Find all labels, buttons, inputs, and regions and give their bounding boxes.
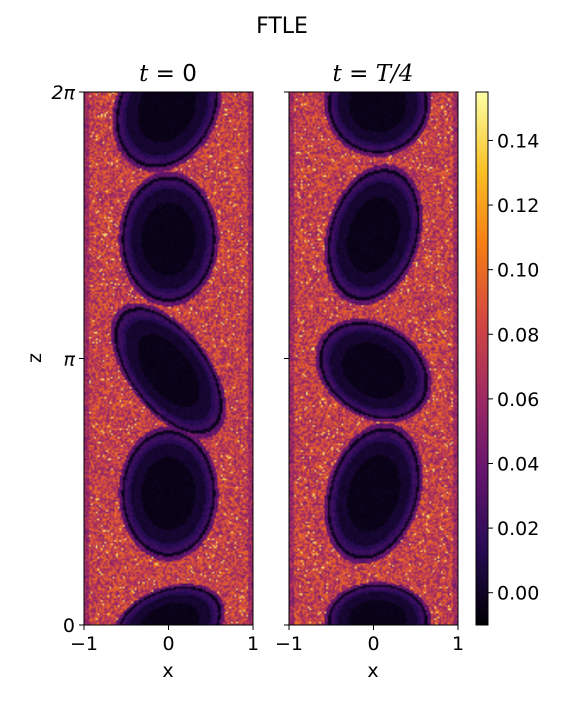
panel-t0-x-ticks: −1 0 1: [70, 625, 259, 655]
panel-tT4-title: t = T/4: [333, 61, 414, 87]
panel-tT4-title-eq: =: [342, 61, 376, 87]
panel-tT4-heatmap: [289, 92, 458, 625]
panel-tT4-xlabel: x: [367, 660, 378, 682]
x-tick-label: 1: [247, 633, 259, 655]
panel-t0-ylabel: z: [24, 353, 46, 363]
panel-t0-title-val: 0: [182, 61, 197, 87]
colorbar-tick-label: 0.00: [497, 583, 539, 605]
figure-title: FTLE: [256, 14, 308, 39]
panel-t0-y-ticks: 0 π 2π: [51, 82, 84, 637]
x-tick-label: 0: [367, 633, 379, 655]
panel-t0-title-eq: =: [148, 61, 182, 87]
panel-t0-xlabel: x: [162, 660, 173, 682]
colorbar-tick-label: 0.12: [497, 195, 539, 217]
panel-tT4: t = T/4 −1 0 1 x: [275, 61, 464, 682]
colorbar-ticks: 0.00 0.02 0.04 0.06 0.08 0.10 0.12 0.14: [488, 130, 539, 605]
panel-t0-heatmap: [84, 92, 253, 625]
x-tick-label: 0: [162, 633, 174, 655]
panel-t0-title-var: t: [139, 61, 149, 87]
y-tick-label: 2π: [51, 82, 75, 104]
y-tick-label: 0: [63, 615, 75, 637]
panel-tT4-title-var: t: [333, 61, 343, 87]
x-tick-label: −1: [70, 633, 98, 655]
colorbar-gradient: [476, 92, 488, 625]
colorbar: 0.00 0.02 0.04 0.06 0.08 0.10 0.12 0.14: [475, 91, 539, 626]
x-tick-label: −1: [275, 633, 303, 655]
panel-tT4-y-ticks: [284, 91, 289, 626]
colorbar-tick-label: 0.14: [497, 130, 539, 152]
colorbar-tick-label: 0.06: [497, 389, 539, 411]
colorbar-tick-label: 0.10: [497, 260, 539, 282]
colorbar-tick-label: 0.08: [497, 324, 539, 346]
colorbar-frame: [475, 91, 489, 626]
panel-tT4-title-val: T/4: [376, 61, 414, 87]
y-tick-label: π: [64, 348, 76, 370]
panel-t0-title: t = 0: [139, 61, 197, 87]
panel-tT4-x-ticks: −1 0 1: [275, 625, 464, 655]
colorbar-tick-label: 0.02: [497, 518, 539, 540]
x-tick-label: 1: [452, 633, 464, 655]
colorbar-tick-label: 0.04: [497, 453, 539, 475]
